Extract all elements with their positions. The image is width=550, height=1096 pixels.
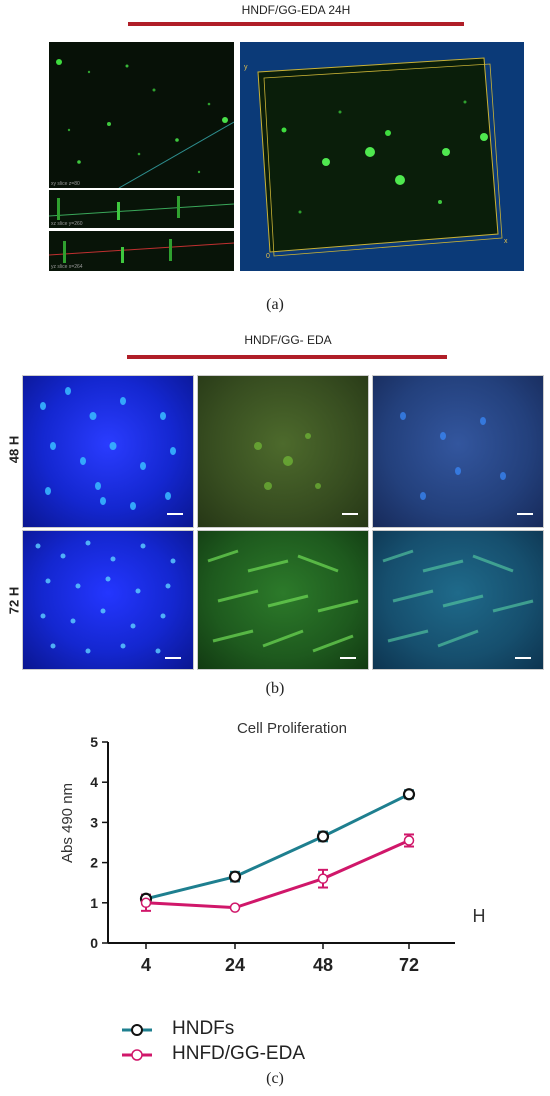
proliferation-chart: Cell Proliferation Abs 490 nm H 0 1 2 3 4 5 4 2… [59,720,486,975]
scale-bar [165,657,181,659]
row-label-72h: 72 H [6,586,22,615]
legend-label-hnfd-gg-eda: HNFD/GG-EDA [172,1043,305,1064]
data-point-hnfd-gg-eda [317,873,329,884]
slice-xy-image [56,59,234,188]
slice-view-yz: yz slice x=264 [49,231,234,271]
chart-container: Cell Proliferation Abs 490 nm H 0 1 2 3 4 5 4 2… [0,705,550,1005]
micrograph-72h-dapi [22,530,194,670]
fitc-signal-72h [207,549,359,653]
axis-label-origin: 0 [266,253,270,260]
micrograph-48h-dapi [22,375,194,528]
data-point-hndfs [228,870,242,883]
slice-view-xz: xz slice y=260 [49,190,234,228]
legend-swatch-hndfs [122,1024,152,1036]
slice-view-xy: xy slice z=80 [49,42,234,188]
legend-label-hndfs: HNDFs [172,1018,235,1039]
y-tick-label: 3 [90,814,98,830]
data-point-hnfd-gg-eda [229,902,241,913]
series-line-hnfd-gg-eda [145,839,410,910]
x-tick-label: 4 [141,955,151,975]
panel-a-red-bar [128,22,464,26]
legend-swatch-hnfd-gg-eda [122,1049,152,1061]
axis-label-x: x [504,238,508,245]
scale-bar [517,513,533,515]
series-line-hndfs [145,792,410,901]
dapi-nuclei-48h [40,387,176,510]
volume-3d-image [257,57,503,257]
slice-yz-image [49,239,234,263]
micrograph-72h-fitc [197,530,369,670]
legend: HNDFs HNFD/GG-EDA [120,1018,420,1068]
y-tick-label: 2 [90,855,98,871]
y-tick-label: 4 [90,774,98,790]
merge-signal-72h [382,549,534,648]
panel-b-caption: (b) [265,680,285,697]
chart-title: Cell Proliferation [237,720,347,737]
y-tick-label: 1 [90,895,98,911]
volume-3d-view: y x 0 [240,42,524,271]
data-point-hndfs [402,788,416,801]
fitc-signal-48h [254,433,321,490]
dapi-nuclei-72h [35,540,176,654]
slice-label-yz: yz slice x=264 [51,264,83,270]
panel-b-red-bar [127,355,447,359]
legend-item-hndfs: HNDFs [120,1018,420,1042]
micrograph-48h-merge [372,375,544,528]
data-point-hnfd-gg-eda [140,897,152,909]
panel-a-title: HNDF/GG-EDA 24H [241,3,351,17]
data-point-hnfd-gg-eda [403,835,415,846]
slice-label-xy: xy slice z=80 [51,181,80,187]
merge-signal-48h [400,412,506,500]
panel-b-title: HNDF/GG- EDA [244,333,332,347]
y-tick-label: 0 [90,935,98,951]
slice-label-xz: xz slice y=260 [51,221,83,227]
scale-bar [515,657,531,659]
slice-xz-image [49,196,234,220]
legend-item-hnfd-gg-eda: HNFD/GG-EDA [120,1043,420,1067]
panel-c-caption: (c) [266,1070,284,1087]
scale-bar [167,513,183,515]
x-axis-label: H [473,906,486,926]
row-label-48h: 48 H [6,435,22,464]
scale-bar [340,657,356,659]
micrograph-72h-merge [372,530,544,670]
panel-a-caption: (a) [266,296,284,313]
x-tick-label: 72 [399,955,419,975]
axis-label-y: y [244,64,248,71]
x-tick-label: 48 [313,955,333,975]
scale-bar [342,513,358,515]
micrograph-48h-fitc [197,375,369,528]
y-tick-label: 5 [90,734,98,750]
y-axis-label: Abs 490 nm [59,783,76,863]
data-point-hndfs [316,830,330,843]
x-tick-label: 24 [225,955,245,975]
